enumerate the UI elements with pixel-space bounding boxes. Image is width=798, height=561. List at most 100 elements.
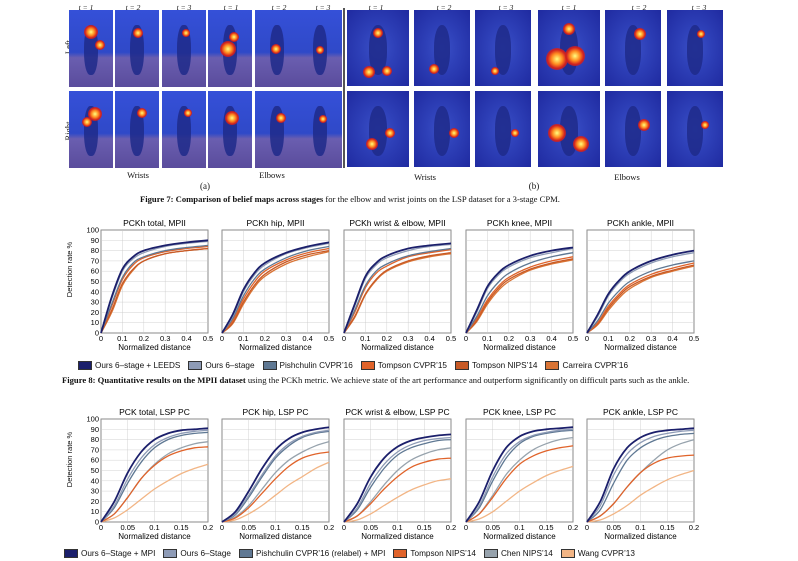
y-tick-label: 10 <box>91 507 99 516</box>
legend-item: Tompson NIPS’14 <box>454 361 537 370</box>
chart-panel: PCK ankle, LSP PC 0 0.05 0.1 0.15 0.2 Normaliz… <box>585 407 699 541</box>
heat-blob <box>696 30 705 39</box>
legend-item: Wang CVPR’13 <box>560 549 635 558</box>
belief-map-image <box>414 10 470 86</box>
heat-blob <box>545 48 568 71</box>
y-tick-label: 70 <box>91 256 99 265</box>
chart-title: PCKh total, MPII <box>123 218 186 228</box>
heat-blob <box>638 119 651 132</box>
series-line <box>586 427 695 523</box>
series-line <box>221 430 330 523</box>
x-axis-label: Normalized distance <box>118 532 191 541</box>
x-tick-label: 0.2 <box>689 523 699 532</box>
series-line <box>221 241 330 334</box>
heat-blob <box>449 127 460 138</box>
chart-panel: PCK knee, LSP PC 0 0.05 0.1 0.15 0.2 Normalize… <box>464 407 578 541</box>
series-line <box>343 242 452 334</box>
legend-swatch <box>78 361 92 370</box>
x-axis-label: Normalized distance <box>361 343 434 352</box>
time-label: t = 3 <box>691 3 707 12</box>
time-label: t = 3 <box>176 3 192 12</box>
legend-item: Pishchulin CVPR’16 (relabel) + MPI <box>238 549 385 558</box>
legend-label: Ours 6–Stage <box>180 549 231 558</box>
figure-7-caption: Figure 7: Comparison of belief maps acro… <box>140 194 760 205</box>
y-tick-label: 40 <box>91 287 99 296</box>
series-line <box>465 246 574 334</box>
caption-bold: Figure 8: Quantitative results on the MP… <box>62 375 246 385</box>
series-line <box>465 465 574 523</box>
x-axis-label: Normalized distance <box>239 343 312 352</box>
y-tick-label: 0 <box>95 329 99 338</box>
legend-label: Pishchulin CVPR’16 <box>279 361 353 370</box>
chart-panel: PCKh wrist & elbow, MPII 0 0.1 0.2 0.3 0.4 0.5… <box>342 218 456 352</box>
y-tick-label: 10 <box>91 318 99 327</box>
series-line <box>465 428 574 523</box>
x-tick-label: 0 <box>220 334 224 343</box>
series-line <box>343 248 452 334</box>
x-tick-label: 0.3 <box>525 334 535 343</box>
belief-map-image <box>414 91 470 167</box>
legend-item: Ours 6–stage <box>188 361 255 370</box>
heat-blob <box>547 123 566 142</box>
legend-label: Ours 6–Stage + MPI <box>81 549 156 558</box>
belief-map-image <box>347 91 409 167</box>
x-tick-label: 0 <box>99 334 103 343</box>
series-line <box>465 445 574 523</box>
belief-map-image <box>475 91 531 167</box>
x-tick-label: 0.15 <box>660 523 675 532</box>
legend-swatch <box>483 549 498 558</box>
person-silhouette <box>624 106 642 156</box>
heat-blob <box>275 112 286 123</box>
series-line <box>586 260 695 334</box>
legend-swatch <box>545 361 560 370</box>
x-axis-label: Normalized distance <box>361 532 434 541</box>
y-axis-label: Detection rate % <box>65 431 75 488</box>
heat-blob <box>490 66 499 75</box>
time-label: t = 2 <box>125 3 141 12</box>
series-line <box>586 432 695 523</box>
person-silhouette <box>433 106 451 156</box>
x-tick-label: 0 <box>342 523 346 532</box>
x-tick-label: 0.5 <box>568 334 578 343</box>
x-tick-label: 0.15 <box>417 523 432 532</box>
heat-blob <box>81 116 92 127</box>
chart-title: PCKh wrist & elbow, MPII <box>349 218 445 228</box>
y-tick-label: 60 <box>91 456 99 465</box>
y-tick-label: 90 <box>91 425 99 434</box>
y-tick-label: 20 <box>91 497 99 506</box>
belief-map-image <box>538 91 600 167</box>
x-axis-label: Normalized distance <box>118 343 191 352</box>
person-silhouette <box>686 106 704 156</box>
legend-mpii: Ours 6–stage + LEEDS Ours 6–stage Pishch… <box>78 361 628 370</box>
heat-blob <box>428 64 439 75</box>
y-tick-label: 70 <box>91 445 99 454</box>
x-tick-label: 0.1 <box>482 334 492 343</box>
legend-label: Chen NIPS’14 <box>500 549 553 558</box>
legend-swatch <box>163 549 178 558</box>
belief-map-image <box>115 91 159 168</box>
series-line <box>586 265 695 334</box>
chart-title: PCKh hip, MPII <box>246 218 304 228</box>
series-line <box>100 245 209 334</box>
group-label-wrists: Wrists <box>414 172 436 182</box>
x-tick-label: 0.2 <box>382 334 392 343</box>
y-tick-label: 20 <box>91 308 99 317</box>
x-tick-label: 0.4 <box>424 334 434 343</box>
belief-map-image <box>538 10 600 86</box>
x-tick-label: 0.05 <box>606 523 621 532</box>
series-line <box>221 245 330 334</box>
legend-item: Ours 6–Stage <box>163 549 231 558</box>
y-tick-label: 50 <box>91 277 99 286</box>
legend-swatch <box>238 549 253 558</box>
series-line <box>586 454 695 523</box>
x-axis-label: Normalized distance <box>604 532 677 541</box>
belief-map-image <box>605 91 661 167</box>
group-divider <box>343 8 345 168</box>
legend-label: Ours 6–stage <box>205 361 255 370</box>
heat-blob <box>229 31 240 42</box>
belief-map-image <box>667 91 723 167</box>
y-tick-label: 40 <box>91 476 99 485</box>
series-line <box>586 469 695 523</box>
belief-map-image <box>255 10 299 87</box>
